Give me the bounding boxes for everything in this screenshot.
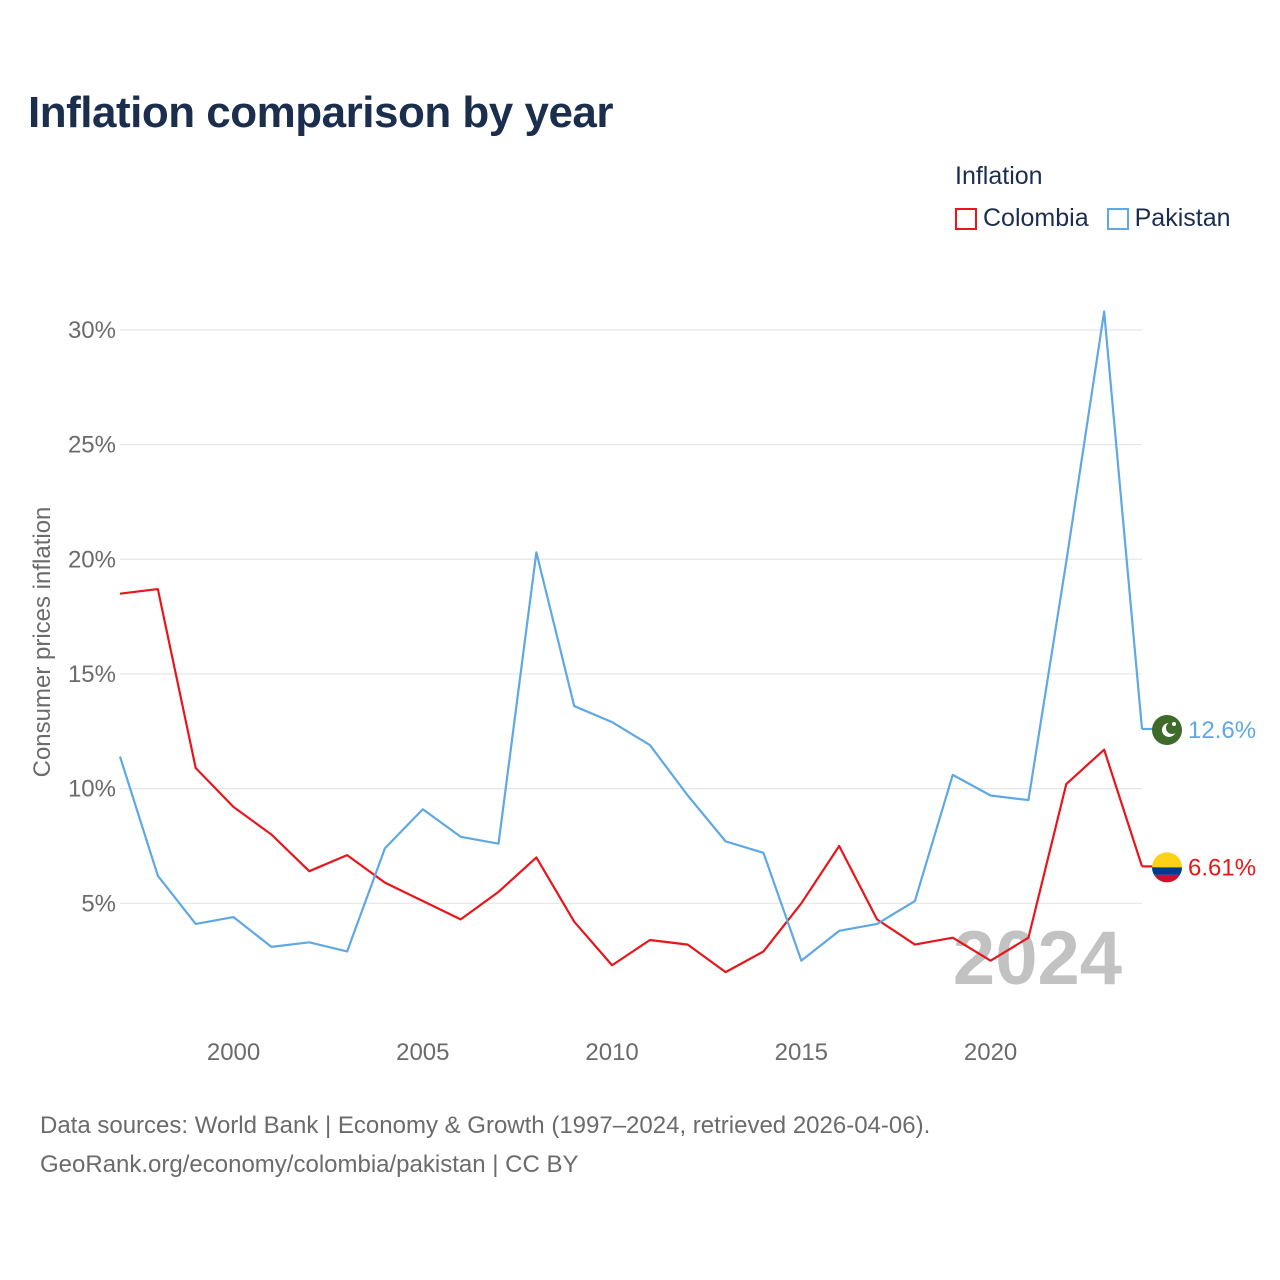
legend-label-pakistan: Pakistan [1134, 204, 1231, 232]
y-tick-label: 10% [68, 776, 116, 803]
y-tick-label: 5% [81, 890, 116, 917]
end-label-colombia: 6.61% [1188, 854, 1256, 881]
flag-icon-pakistan [1152, 714, 1182, 745]
y-tick-label: 15% [68, 661, 116, 688]
y-tick-label: 30% [68, 317, 116, 344]
legend-label-colombia: Colombia [983, 204, 1089, 232]
legend-title: Inflation [955, 162, 1043, 190]
flag-stripes [1152, 852, 1182, 883]
y-axis-label: Consumer prices inflation [29, 507, 56, 778]
flag-star [1172, 721, 1176, 726]
legend-item-pakistan[interactable]: Pakistan [1106, 204, 1231, 233]
x-tick-label: 2020 [964, 1039, 1017, 1066]
legend-swatch-colombia [955, 207, 977, 230]
legend: Colombia Pakistan [955, 204, 1231, 233]
end-label-pakistan: 12.6% [1188, 717, 1256, 744]
y-axis: 5% 10% 15% 20% 25% 30% [68, 317, 116, 917]
y-tick-label: 20% [68, 546, 116, 573]
flag-crescent-cut [1166, 721, 1178, 734]
x-tick-label: 2000 [207, 1039, 260, 1066]
chart-title: Inflation comparison by year [28, 88, 614, 137]
series-lines [118, 310, 1144, 974]
footer-attribution: GeoRank.org/economy/colombia/pakistan | … [40, 1151, 579, 1178]
flag-icon-colombia [1152, 852, 1182, 883]
year-watermark: 2024 [953, 916, 1122, 1001]
y-tick-label: 25% [68, 432, 116, 459]
legend-item-colombia[interactable]: Colombia [955, 204, 1089, 233]
footer: Data sources: World Bank | Economy & Gro… [40, 1106, 930, 1184]
end-markers: 6.61% 12.6% [1142, 714, 1256, 883]
grid [120, 329, 1142, 904]
series-line-colombia [119, 587, 1144, 974]
x-tick-label: 2010 [585, 1039, 638, 1066]
x-tick-label: 2005 [396, 1039, 449, 1066]
legend-swatch-pakistan [1106, 207, 1129, 230]
flag-stripe-blue [1152, 867, 1182, 875]
flag-stripe-red [1152, 874, 1182, 883]
x-tick-label: 2015 [775, 1039, 828, 1066]
series-line-pakistan [118, 310, 1144, 962]
flag-stripe-yellow [1152, 852, 1182, 868]
footer-sources: Data sources: World Bank | Economy & Gro… [40, 1112, 931, 1139]
x-axis: 2000 2005 2010 2015 2020 [207, 1039, 1017, 1066]
